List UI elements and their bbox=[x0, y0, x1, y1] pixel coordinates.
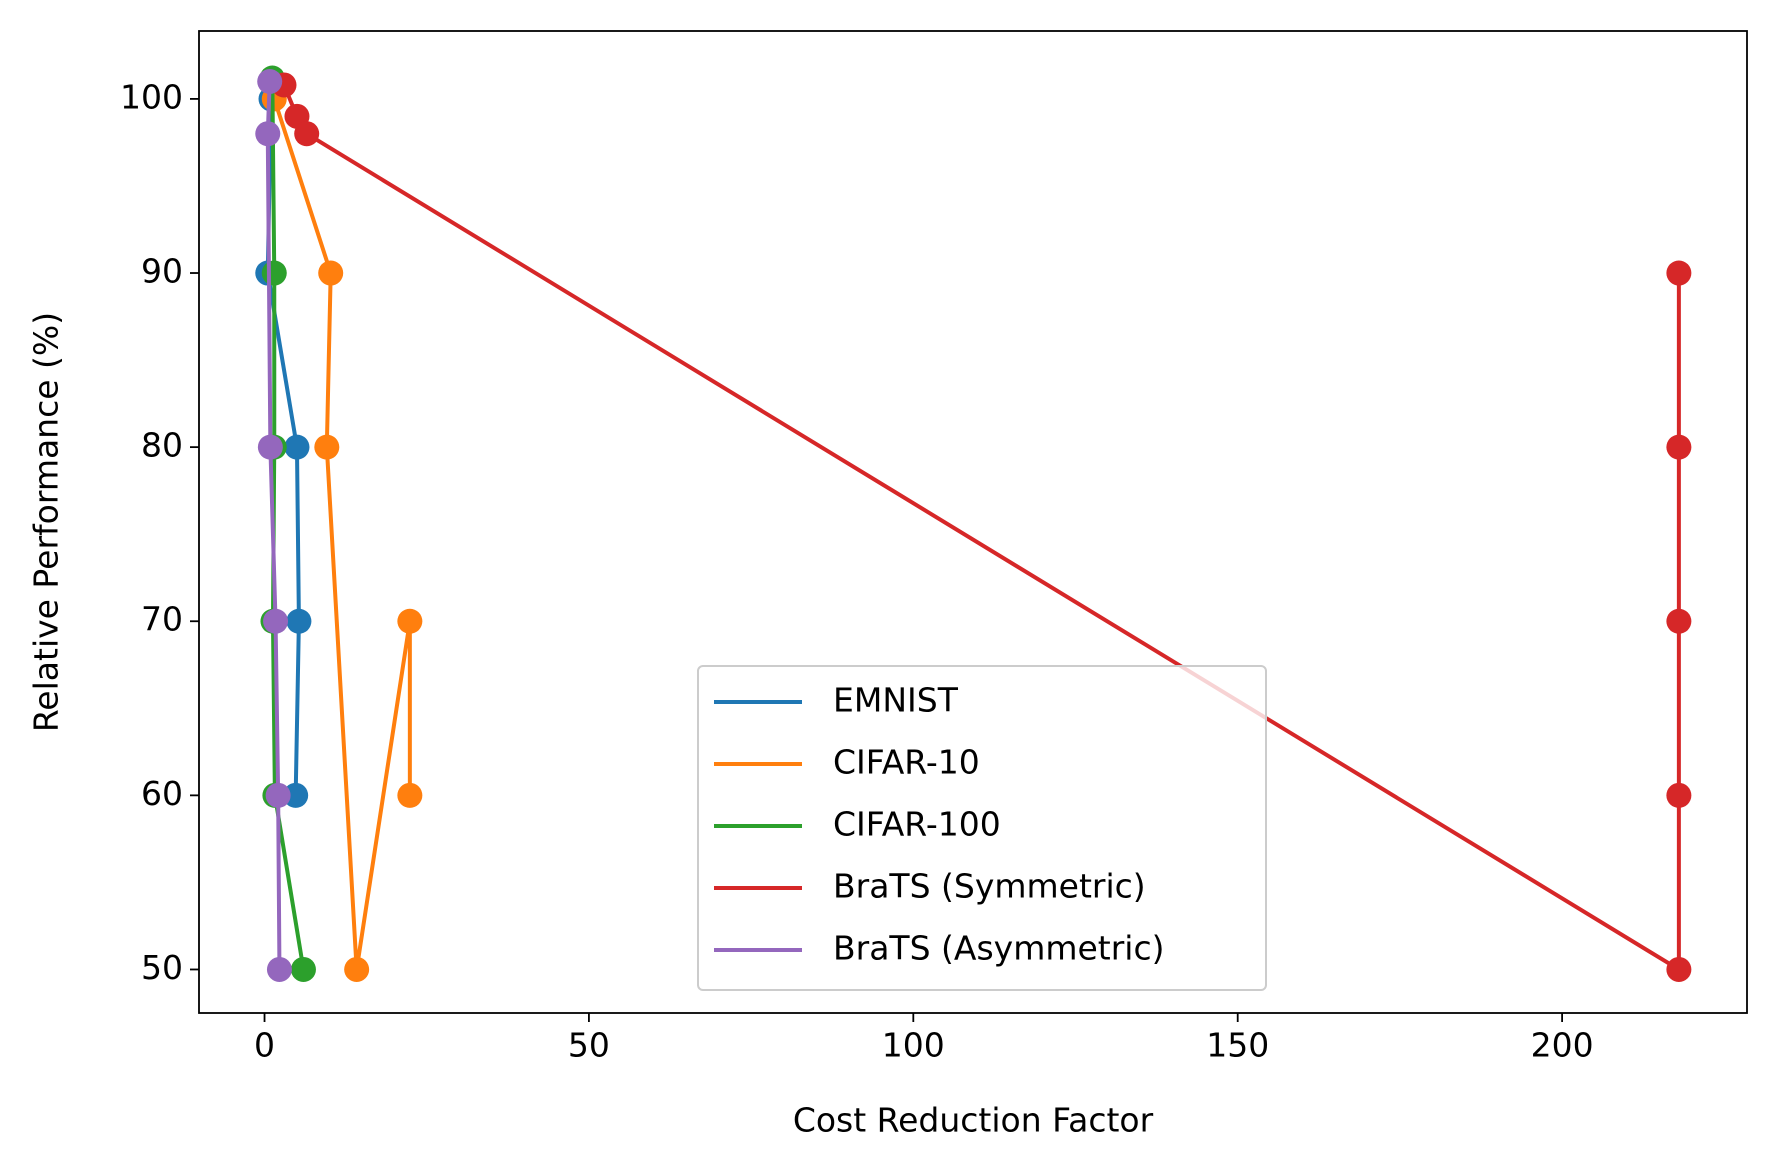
x-tick-label: 200 bbox=[1531, 1026, 1594, 1065]
y-tick-label: 80 bbox=[141, 426, 183, 465]
data-point bbox=[294, 121, 320, 147]
data-point bbox=[1666, 260, 1692, 286]
x-tick-label: 50 bbox=[568, 1026, 610, 1065]
series-line bbox=[272, 98, 412, 970]
data-point bbox=[344, 956, 370, 982]
data-point bbox=[255, 121, 281, 147]
legend-label: BraTS (Asymmetric) bbox=[833, 929, 1164, 968]
y-tick-label: 50 bbox=[141, 948, 183, 987]
data-point bbox=[397, 608, 423, 634]
x-tick-label: 100 bbox=[882, 1026, 945, 1065]
legend-label: CIFAR-10 bbox=[833, 743, 980, 782]
data-point bbox=[266, 956, 292, 982]
data-point bbox=[1666, 782, 1692, 808]
legend-label: EMNIST bbox=[833, 681, 959, 720]
x-tick-label: 0 bbox=[254, 1026, 275, 1065]
y-tick-label: 100 bbox=[120, 77, 183, 116]
y-tick-label: 90 bbox=[141, 252, 183, 291]
data-point bbox=[286, 608, 312, 634]
data-point bbox=[263, 608, 289, 634]
data-point bbox=[1666, 956, 1692, 982]
data-point bbox=[318, 260, 344, 286]
y-tick-label: 60 bbox=[141, 774, 183, 813]
data-point bbox=[314, 434, 340, 460]
data-point bbox=[397, 782, 423, 808]
legend-label: CIFAR-100 bbox=[833, 805, 1001, 844]
x-axis-label: Cost Reduction Factor bbox=[793, 1101, 1154, 1140]
data-point bbox=[1666, 608, 1692, 634]
data-point bbox=[265, 782, 291, 808]
data-point bbox=[261, 260, 287, 286]
y-axis-label: Relative Performance (%) bbox=[27, 312, 66, 732]
data-point bbox=[290, 956, 316, 982]
x-tick-label: 150 bbox=[1206, 1026, 1269, 1065]
data-point bbox=[283, 782, 309, 808]
legend-label: BraTS (Symmetric) bbox=[833, 867, 1146, 906]
data-point bbox=[1666, 434, 1692, 460]
data-point bbox=[284, 434, 310, 460]
y-tick-label: 70 bbox=[141, 600, 183, 639]
data-point bbox=[257, 68, 283, 94]
legend-box bbox=[697, 665, 1267, 991]
data-point bbox=[257, 434, 283, 460]
